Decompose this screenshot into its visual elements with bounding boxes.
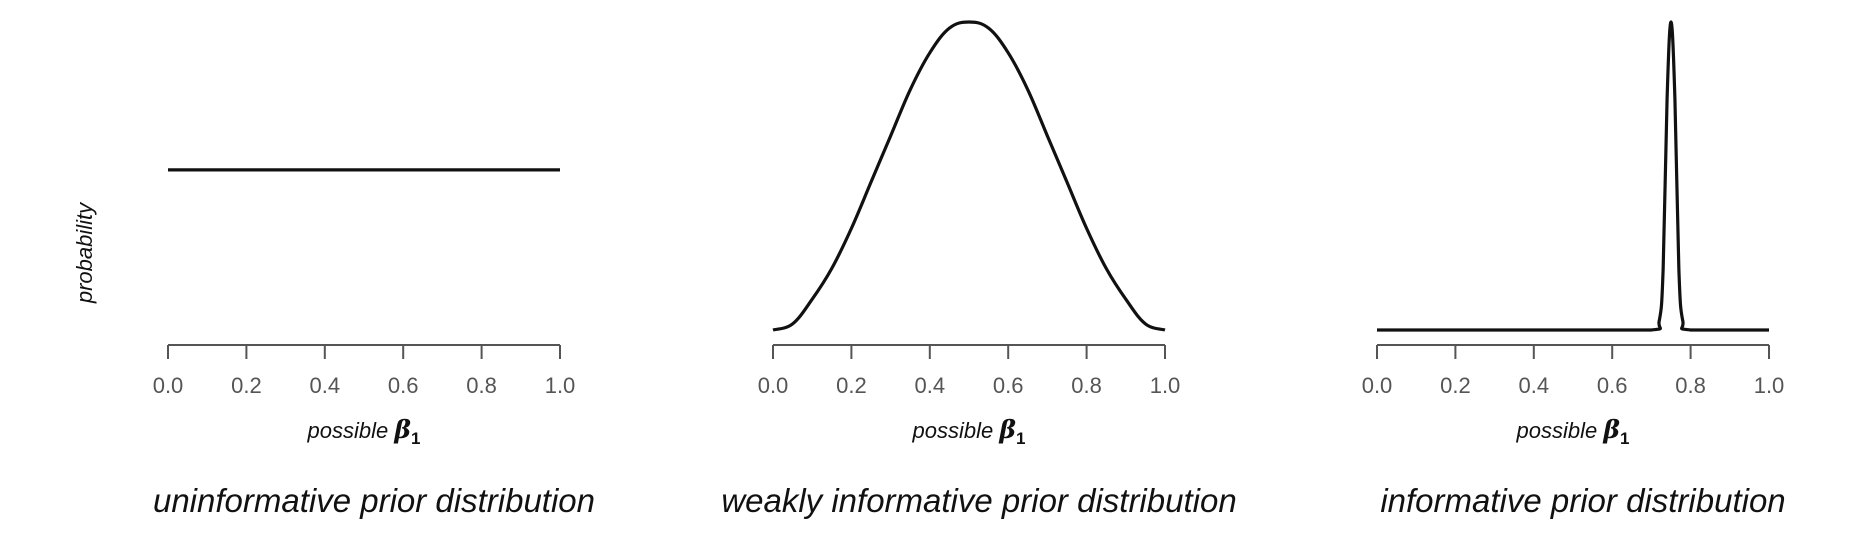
x-axis-label-prefix: possible bbox=[307, 418, 389, 443]
x-tick-label: 1.0 bbox=[1754, 373, 1785, 398]
x-axis-label-prefix: possible bbox=[912, 418, 994, 443]
x-tick-label: 0.0 bbox=[153, 373, 184, 398]
beta-subscript: 1 bbox=[1620, 429, 1629, 448]
x-tick-label: 0.4 bbox=[310, 373, 341, 398]
panel-caption: weakly informative prior distribution bbox=[721, 482, 1236, 519]
x-axis-label-prefix: possible bbox=[1516, 418, 1598, 443]
x-tick-label: 0.6 bbox=[388, 373, 419, 398]
beta-symbol: β bbox=[998, 415, 1016, 444]
chart-panel-3: 0.0 0.2 0.4 0.6 0.8 1.0 possible β1 informative… bbox=[1362, 20, 1786, 519]
chart-panel-1: 0.0 0.2 0.4 0.6 0.8 1.0 possible β1 uninformati… bbox=[153, 168, 595, 519]
panel-caption: informative prior distribution bbox=[1380, 482, 1785, 519]
x-axis-label: possible β1 bbox=[307, 415, 421, 448]
x-tick-label: 0.8 bbox=[1675, 373, 1706, 398]
x-tick-label: 0.6 bbox=[993, 373, 1024, 398]
density-curve bbox=[1377, 20, 1769, 332]
x-tick-label: 0.0 bbox=[1362, 373, 1393, 398]
density-curve bbox=[772, 20, 1166, 332]
x-tick-label: 0.2 bbox=[231, 373, 262, 398]
chart-panel-2: 0.0 0.2 0.4 0.6 0.8 1.0 possible β1 weakly info… bbox=[721, 20, 1237, 519]
panel-caption: uninformative prior distribution bbox=[153, 482, 595, 519]
x-tick-label: 0.8 bbox=[466, 373, 497, 398]
x-tick-label: 0.6 bbox=[1597, 373, 1628, 398]
x-tick-label: 0.2 bbox=[836, 373, 867, 398]
y-axis-label: probability bbox=[72, 201, 97, 304]
x-tick-label: 1.0 bbox=[545, 373, 576, 398]
x-tick-label: 1.0 bbox=[1150, 373, 1181, 398]
x-tick-label: 0.0 bbox=[758, 373, 789, 398]
x-tick-label: 0.4 bbox=[1519, 373, 1550, 398]
beta-symbol: β bbox=[393, 415, 411, 444]
x-axis-label: possible β1 bbox=[1516, 415, 1630, 448]
x-tick-label: 0.4 bbox=[915, 373, 946, 398]
beta-subscript: 1 bbox=[1016, 429, 1025, 448]
beta-subscript: 1 bbox=[411, 429, 420, 448]
x-tick-label: 0.8 bbox=[1071, 373, 1102, 398]
x-tick-label: 0.2 bbox=[1440, 373, 1471, 398]
x-axis-label: possible β1 bbox=[912, 415, 1026, 448]
beta-symbol: β bbox=[1602, 415, 1620, 444]
